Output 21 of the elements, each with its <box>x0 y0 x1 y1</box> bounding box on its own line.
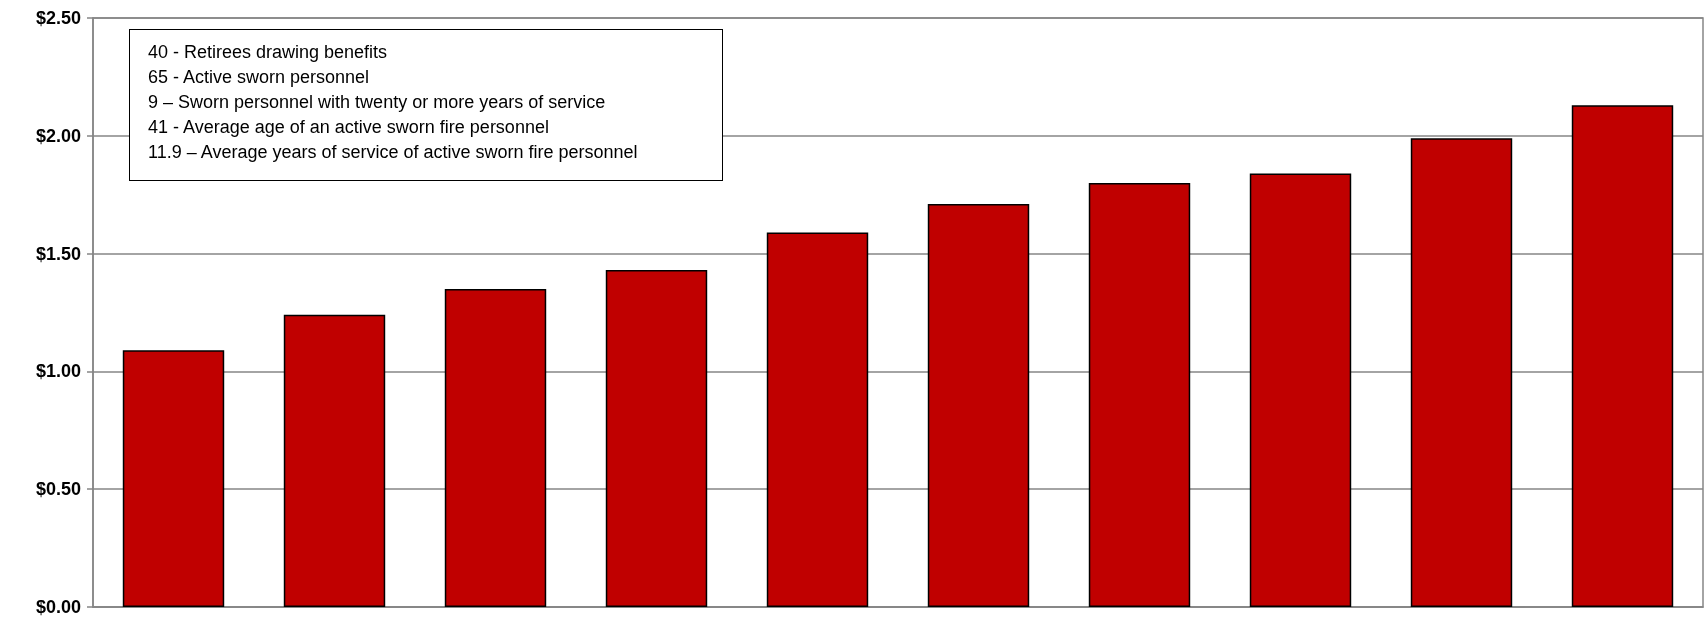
bar <box>766 232 869 607</box>
bar <box>1410 138 1513 607</box>
annotation: 9 – Sworn personnel with twenty or more years of service <box>148 91 607 114</box>
bar <box>122 350 225 607</box>
annotation: 65 - Active sworn personnel <box>148 66 371 89</box>
bar <box>927 204 1030 607</box>
bar <box>283 314 386 607</box>
y-tick-label: $2.50 <box>35 8 81 28</box>
bar <box>1088 182 1191 607</box>
y-tick-label: $2.00 <box>35 125 81 146</box>
bar <box>1249 173 1352 607</box>
y-tick-label: $0.50 <box>35 479 81 500</box>
y-tick-label: $0.00 <box>35 597 81 617</box>
annotation: 11.9 – Average years of service of active sworn fire personnel <box>148 141 639 164</box>
y-tick-label: $1.00 <box>35 361 81 382</box>
bar <box>444 288 547 607</box>
annotation: 41 - Average age of an active sworn fire personnel <box>148 116 550 139</box>
y-tick-label: $1.50 <box>35 243 81 264</box>
annotation: 40 - Retirees drawing benefits <box>148 41 389 64</box>
bar <box>1571 105 1674 607</box>
bar <box>605 270 708 607</box>
